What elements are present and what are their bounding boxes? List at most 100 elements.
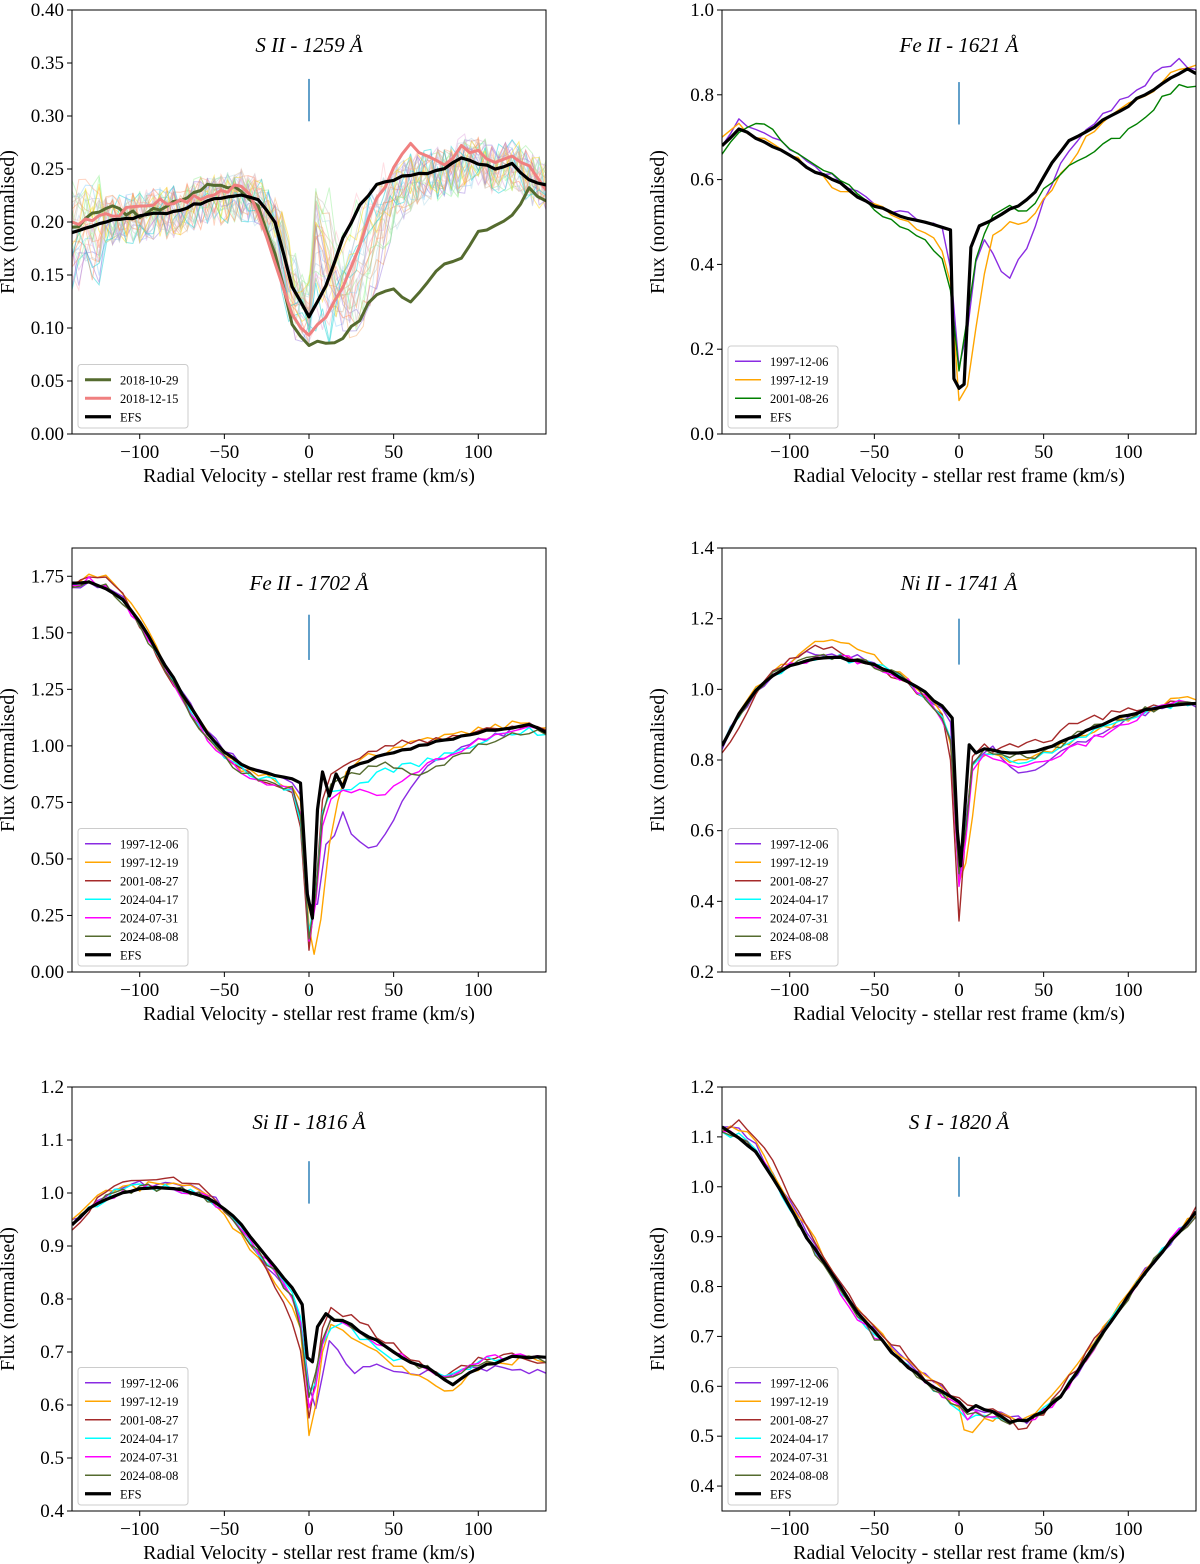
x-tick-label: 50 (384, 442, 403, 463)
y-tick-label: 0.4 (690, 891, 714, 912)
y-tick-label: 1.0 (690, 1177, 714, 1198)
legend-label-1997-12-19: 1997-12-19 (770, 1395, 828, 1409)
legend-label-1997-12-19: 1997-12-19 (120, 856, 178, 870)
legend-label-2024-07-31: 2024-07-31 (120, 1450, 178, 1464)
legend-label-1997-12-19: 1997-12-19 (770, 373, 828, 387)
panel-fe-ii-1621: −100 −50 0 50 100 0.0 0.2 0.4 0.6 0.8 1.0 Radial Ve… (647, 0, 1197, 487)
panel-title: Ni II - 1741 Å (900, 571, 1018, 595)
legend-label-efs: EFS (770, 410, 792, 424)
y-tick-label: 0.4 (40, 1501, 64, 1522)
panel-s-i-1820: −100 −50 0 50 100 0.4 0.5 0.6 0.7 0.8 0.9 1.0 1.1 1.2… (647, 1077, 1197, 1564)
legend-label-1997-12-06: 1997-12-06 (120, 837, 178, 851)
legend-label-efs: EFS (120, 1487, 142, 1501)
y-tick-label: 0.6 (690, 1376, 714, 1397)
legend-label-2024-08-08: 2024-08-08 (120, 1469, 178, 1483)
series-line-efs (722, 655, 1196, 868)
y-tick-label: 0.00 (31, 424, 64, 445)
series-line-efs (72, 156, 546, 319)
background-epoch-27 (72, 141, 546, 343)
series-line-2001-08-26 (722, 83, 1196, 372)
panel-s-ii-1259: −100 −50 0 50 100 0.00 0.05 0.10 0.15 0.20 0.25 0.3… (0, 0, 547, 487)
y-tick-label: 0.7 (40, 1342, 64, 1363)
y-tick-label: 1.0 (690, 679, 714, 700)
legend-label-1997-12-06: 1997-12-06 (770, 355, 828, 369)
x-tick-label: 0 (954, 1519, 964, 1540)
y-tick-label: 0.8 (690, 1277, 714, 1298)
y-tick-label: 1.0 (690, 0, 714, 21)
background-epoch-6 (72, 142, 546, 296)
x-axis-label: Radial Velocity - stellar rest frame (km… (143, 465, 475, 487)
y-tick-label: 0.50 (31, 849, 64, 870)
plot-area (722, 639, 1196, 922)
series-line-1997-12-19 (72, 573, 546, 955)
x-tick-label: 50 (384, 1519, 403, 1540)
legend-label-2024-04-17: 2024-04-17 (120, 893, 178, 907)
legend-label-1997-12-19: 1997-12-19 (770, 856, 828, 870)
legend-label-2001-08-26: 2001-08-26 (770, 392, 828, 406)
legend-label-2024-07-31: 2024-07-31 (770, 911, 828, 925)
y-tick-label: 0.0 (690, 424, 714, 445)
panel-title: Si II - 1816 Å (252, 1110, 365, 1134)
y-tick-label: 0.8 (40, 1289, 64, 1310)
legend: 1997-12-06 1997-12-19 2001-08-27 2024-04-17… (77, 1367, 189, 1506)
background-epoch-28 (72, 147, 546, 345)
series-line-efs (722, 1125, 1196, 1424)
y-axis-label: Flux (normalised) (647, 150, 669, 294)
series-line-efs (722, 67, 1196, 390)
legend: 1997-12-06 1997-12-19 2001-08-27 2024-04-17… (77, 828, 189, 967)
x-tick-label: −50 (209, 442, 239, 463)
x-tick-label: −100 (120, 1519, 159, 1540)
x-tick-label: −100 (120, 442, 159, 463)
x-tick-label: 100 (1114, 442, 1143, 463)
series-line-2024-04-17 (72, 1183, 546, 1396)
x-tick-label: −50 (209, 1519, 239, 1540)
y-tick-label: 0.6 (40, 1395, 64, 1416)
y-tick-label: 1.2 (40, 1077, 64, 1098)
legend-label-2024-08-08: 2024-08-08 (120, 930, 178, 944)
background-epoch-24 (72, 138, 546, 313)
y-tick-label: 0.9 (40, 1236, 64, 1257)
y-tick-label: 0.8 (690, 85, 714, 106)
x-tick-label: 50 (384, 980, 403, 1001)
x-tick-label: −50 (859, 1519, 889, 1540)
y-tick-label: 0.00 (31, 962, 64, 983)
y-tick-label: 1.4 (690, 538, 714, 559)
panel-title: S I - 1820 Å (909, 1110, 1009, 1134)
x-axis-label: Radial Velocity - stellar rest frame (km… (793, 1003, 1125, 1025)
y-tick-label: 0.25 (31, 905, 64, 926)
panel-ni-ii-1741: −100 −50 0 50 100 0.2 0.4 0.6 0.8 1.0 1.2 1.4 Radial… (647, 538, 1197, 1025)
x-axis-label: Radial Velocity - stellar rest frame (km… (793, 465, 1125, 487)
x-tick-label: 0 (954, 980, 964, 1001)
y-tick-label: 0.8 (690, 750, 714, 771)
y-tick-label: 0.25 (31, 159, 64, 180)
x-tick-label: −50 (859, 442, 889, 463)
plot-area (72, 573, 546, 955)
legend-label-2001-08-27: 2001-08-27 (120, 1413, 178, 1427)
y-axis-label: Flux (normalised) (647, 688, 669, 832)
legend: 2018-10-29 2018-12-15 EFS (77, 364, 189, 429)
y-tick-label: 0.2 (690, 339, 714, 360)
y-tick-label: 0.5 (40, 1448, 64, 1469)
y-tick-label: 0.20 (31, 212, 64, 233)
legend: 1997-12-06 1997-12-19 2001-08-27 2024-04-17… (727, 1367, 839, 1506)
x-tick-label: 100 (464, 980, 493, 1001)
legend-label-efs: EFS (120, 948, 142, 962)
x-tick-label: 100 (464, 442, 493, 463)
legend-label-2024-08-08: 2024-08-08 (770, 1469, 828, 1483)
series-line-2018-12-15 (72, 141, 546, 337)
x-tick-label: 0 (304, 980, 314, 1001)
y-tick-label: 1.2 (690, 609, 714, 630)
legend-label-2001-08-27: 2001-08-27 (770, 874, 828, 888)
legend-label-2024-07-31: 2024-07-31 (120, 911, 178, 925)
legend-label-1997-12-19: 1997-12-19 (120, 1395, 178, 1409)
legend-label-efs: EFS (120, 410, 142, 424)
y-tick-label: 0.30 (31, 106, 64, 127)
background-epoch-18 (72, 137, 546, 312)
background-epoch-26 (72, 135, 546, 319)
x-tick-label: 50 (1034, 980, 1053, 1001)
series-line-2001-08-27 (722, 644, 1196, 922)
series-line-efs (72, 580, 546, 920)
background-epoch-4 (72, 133, 546, 331)
legend-label-2001-08-27: 2001-08-27 (120, 874, 178, 888)
